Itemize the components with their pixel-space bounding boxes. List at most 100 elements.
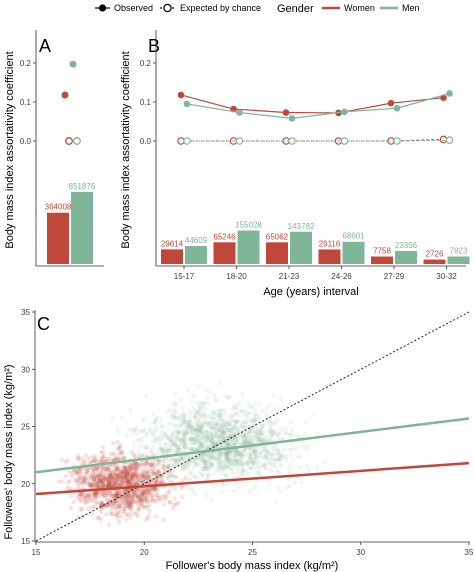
panel-c-point-men [144,431,149,437]
panel-c-point-men [261,466,267,472]
panel-c-point-men [162,466,167,471]
panel-c-point-women [133,473,138,479]
panel-c-point-men [131,444,137,449]
panel-c-point-men [151,467,157,473]
panel-c-point-women [125,480,130,485]
panel-c-point-men [198,441,203,447]
panel-c-point-men [170,441,175,446]
panel-c-point-women [124,517,129,523]
panel-c-point-men [239,453,244,459]
panel-c-point-men [167,421,173,427]
panel-c-point-women [96,475,101,480]
panel-c-point-men [243,419,249,425]
panel-c-point-men [199,429,205,435]
panel-c-point-women [143,477,149,483]
panel-c-point-women [83,498,88,504]
panel-c-point-men [218,418,224,423]
panel-c-point-men [190,430,196,435]
panel-c-point-men [186,429,191,435]
panel-c-point-women [119,473,124,479]
panel-c-point-women [74,471,79,476]
panel-c-point-men [192,440,197,446]
panel-c-point-men [180,464,186,470]
panel-c-point-women [141,496,147,501]
panel-c-point-men [174,415,179,421]
panel-c-point-women [95,465,101,471]
panel-c-point-men [247,404,253,410]
panel-c-point-men [237,480,242,486]
panel-c-point-men [168,439,174,444]
panel-c-point-women [149,492,155,498]
panel-c-point-men [184,454,189,459]
panel-c-point-women [84,478,90,484]
panel-c-point-women [140,480,146,485]
panel-c-point-men [259,426,265,431]
panel-c-point-men [266,481,272,487]
panel-c-point-men [171,402,176,408]
panel-c-point-men [272,446,278,451]
panel-c-point-women [95,480,101,486]
panel-c-point-women [139,478,145,483]
panel-c-point-women [90,484,95,490]
panel-c-point-women [129,502,134,507]
panel-c-point-men [172,407,178,413]
panel-c-point-women [79,481,85,486]
panel-c-point-men [183,432,189,437]
panel-c-point-women [71,468,77,473]
panel-c-point-women [144,470,150,475]
panel-c-point-men [252,449,258,455]
panel-c-point-men [200,445,206,451]
panel-c-point-men [230,449,236,455]
panel-c-point-men [165,409,170,415]
panel-c-point-women [126,480,131,485]
panel-c-point-women [113,463,119,468]
panel-c-point-men [230,457,235,462]
panel-c: C Followees' body mass index (kg/m²) 152… [3,308,474,572]
panel-c-point-women [98,474,103,479]
panel-c-point-women [93,454,99,460]
panel-c-point-men [182,465,188,470]
panel-c-point-men [217,457,222,463]
panel-c-point-women [132,454,138,459]
panel-c-point-men [212,440,217,446]
panel-c-point-men [225,427,230,433]
panel-c-point-women [120,477,126,483]
panel-c-point-men [212,433,218,438]
panel-c-point-women [92,466,98,472]
panel-c-point-women [73,477,79,483]
panel-c-point-men [215,434,220,440]
panel-c-point-men [218,432,223,438]
panel-c-point-men [209,440,215,445]
panel-c-point-women [87,482,93,488]
panel-c-point-men [220,425,226,430]
panel-c-point-men [202,466,208,472]
panel-c-point-men [242,436,247,441]
panel-c-point-men [220,463,226,469]
panel-c-point-women [83,477,88,482]
panel-c-point-men [233,437,238,442]
panel-c-point-men [210,441,216,447]
panel-c-point-women [113,475,119,480]
panel-c-point-men [287,466,293,471]
panel-c-point-men [224,449,229,454]
panel-c-point-men [244,439,249,444]
panel-c-point-men [268,437,273,442]
panel-c-point-men [199,443,204,449]
panel-c-point-men [196,439,201,444]
panel-c-point-men [225,442,231,448]
panel-b-expected-line-men [187,139,450,142]
panel-c-point-men [193,475,198,480]
panel-c-point-men [218,408,224,414]
panel-c-point-men [201,412,207,417]
panel-c-point-men [257,465,263,470]
panel-c-ylabel: Followees' body mass index (kg/m²) [3,364,15,539]
panel-c-point-men [223,472,228,478]
panel-c-point-women [91,458,97,464]
panel-c-point-women [94,495,100,500]
panel-c-point-men [256,438,262,443]
panel-c-point-women [107,471,113,476]
panel-c-point-men [114,447,119,452]
panel-c-point-men [207,389,213,395]
panel-c-point-women [111,494,117,499]
panel-c-point-men [156,414,162,420]
